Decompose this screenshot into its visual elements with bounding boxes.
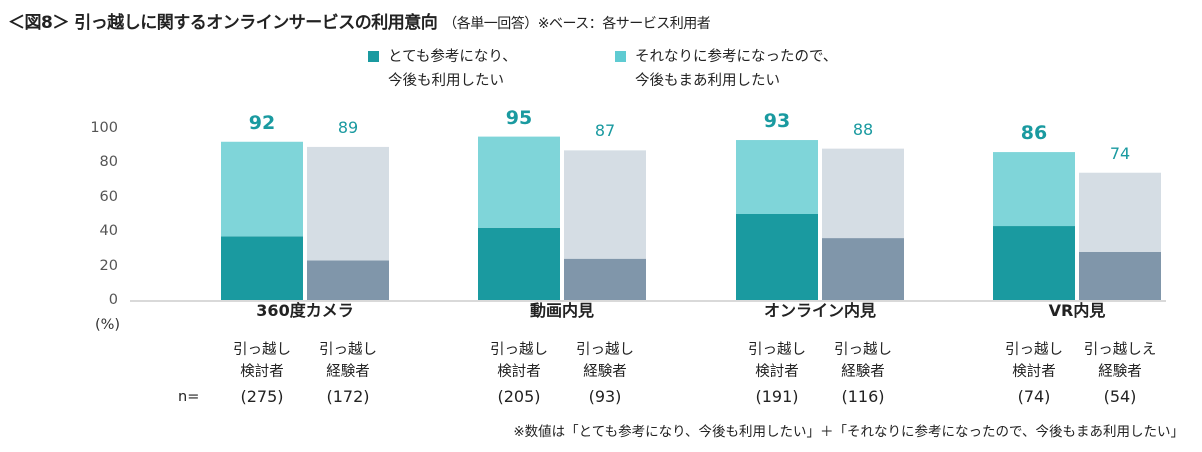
bar-segment-mild — [736, 140, 818, 214]
bar-segment-mild — [221, 141, 303, 237]
group-label: 引っ越し — [233, 342, 291, 358]
bar-segment-strong — [564, 258, 646, 300]
legend-label: 今後も利用したい — [388, 73, 504, 89]
bar-total-label: 87 — [594, 121, 616, 141]
footnote: ※数値は「とても参考になり、今後も利用したい」＋「それなりに参考になったので、今… — [513, 424, 1184, 440]
group-label: 引っ越し — [576, 342, 634, 358]
category-label: 360度カメラ — [256, 301, 354, 320]
group-label: 経験者 — [1098, 364, 1142, 380]
bar-segment-strong — [822, 238, 904, 300]
sample-size: (191) — [755, 387, 799, 406]
group-label: 経験者 — [326, 364, 370, 380]
bar-segment-mild — [1079, 172, 1161, 252]
n-label: n= — [178, 389, 200, 405]
bar-total-label: 95 — [505, 106, 533, 129]
bar-segment-strong — [1079, 251, 1161, 300]
bar-segment-mild — [993, 152, 1075, 227]
bar-total-label: 74 — [1109, 143, 1131, 163]
bar-segment-mild — [564, 150, 646, 259]
bar-segment-mild — [478, 136, 560, 228]
bar-total-label: 89 — [337, 117, 359, 137]
legend-label: 今後もまあ利用したい — [635, 73, 780, 89]
bar-segment-mild — [822, 148, 904, 239]
bar-total-label: 86 — [1020, 122, 1048, 145]
y-unit-label: (%) — [95, 317, 121, 333]
group-label: 引っ越し — [834, 342, 892, 358]
group-label: 経験者 — [841, 364, 885, 380]
group-label: 検討者 — [755, 364, 799, 380]
bar-segment-strong — [993, 226, 1075, 300]
group-label: 引っ越し — [1005, 342, 1063, 358]
bar-total-label: 92 — [248, 111, 276, 134]
sample-size: (54) — [1103, 387, 1137, 406]
group-label: 検討者 — [497, 364, 541, 380]
category-label: オンライン内見 — [763, 301, 876, 320]
sample-size: (93) — [588, 387, 622, 406]
bar-segment-strong — [736, 214, 818, 300]
group-label: 引っ越し — [319, 342, 377, 358]
group-label: 検討者 — [240, 364, 284, 380]
bar-segment-strong — [221, 236, 303, 300]
bar-segment-mild — [307, 146, 389, 261]
legend-item-mild: それなりに参考になったので、 今後もまあ利用したい — [615, 45, 838, 93]
sample-size: (172) — [326, 387, 370, 406]
category-label: VR内見 — [1048, 301, 1106, 320]
category-label: 動画内見 — [529, 301, 594, 320]
chart-title: ＜図8＞ 引っ越しに関するオンラインサービスの利用意向 （各単一回答）※ベース：各… — [8, 8, 711, 33]
y-tick-label: 0 — [108, 292, 118, 308]
legend-swatch — [368, 51, 379, 62]
legend-item-strong: とても参考になり、 今後も利用したい — [368, 45, 517, 93]
sample-size: (74) — [1017, 387, 1051, 406]
bar-segment-strong — [307, 260, 389, 300]
sample-size: (116) — [841, 387, 885, 406]
title-text: ＜図8＞ 引っ越しに関するオンラインサービスの利用意向 — [8, 13, 438, 33]
group-label: 引っ越し — [748, 342, 806, 358]
y-tick-label: 40 — [99, 223, 118, 240]
bar-segment-strong — [478, 227, 560, 300]
bar-total-label: 93 — [763, 110, 791, 133]
y-tick-label: 20 — [99, 257, 118, 274]
subtitle-text: （各単一回答）※ベース：各サービス利用者 — [443, 16, 711, 32]
legend-label: それなりに参考になったので、 — [635, 49, 838, 65]
legend-label: とても参考になり、 — [388, 49, 517, 65]
y-tick-label: 80 — [99, 154, 118, 171]
y-tick-label: 60 — [99, 188, 118, 205]
bar-total-label: 88 — [852, 119, 874, 139]
group-label: 引っ越し — [490, 342, 548, 358]
group-label: 引っ越しえ — [1083, 342, 1157, 358]
group-label: 検討者 — [1012, 364, 1056, 380]
group-label: 経験者 — [583, 364, 627, 380]
y-tick-label: 100 — [90, 120, 118, 136]
sample-size: (275) — [240, 387, 284, 406]
legend-swatch — [615, 51, 626, 62]
sample-size: (205) — [497, 387, 541, 406]
